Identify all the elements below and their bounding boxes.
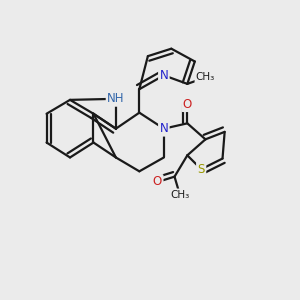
Text: N: N — [160, 69, 168, 82]
Text: CH₃: CH₃ — [170, 190, 190, 200]
Text: O: O — [183, 98, 192, 111]
Text: CH₃: CH₃ — [196, 73, 215, 82]
Text: NH: NH — [107, 92, 124, 105]
Text: N: N — [160, 122, 168, 135]
Text: O: O — [153, 176, 162, 188]
Text: S: S — [197, 163, 205, 176]
